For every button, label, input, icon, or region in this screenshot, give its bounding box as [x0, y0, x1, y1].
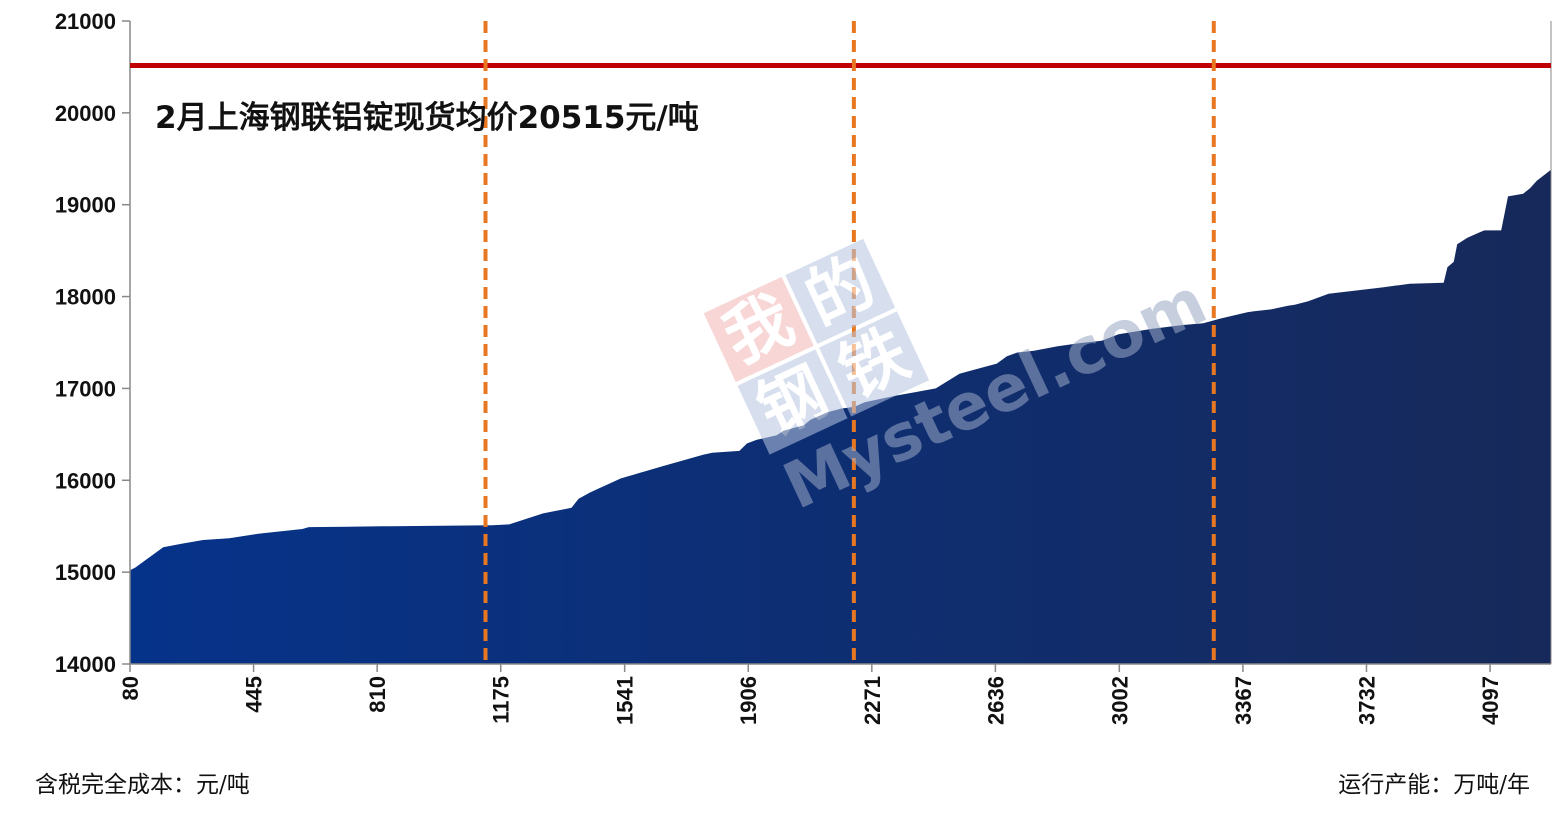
x-tick-label: 4097 [1478, 676, 1503, 725]
y-tick-label: 19000 [55, 193, 116, 218]
y-tick-label: 15000 [55, 560, 116, 585]
x-tick-labels: 80 445 810 1175 1541 1906 2271 2636 3002 3367 3732… [118, 676, 1503, 725]
vertical-markers [483, 21, 1216, 664]
axes [122, 20, 1552, 672]
y-tick-label: 21000 [55, 9, 116, 34]
y-tick-label: 20000 [55, 101, 116, 126]
y-axis-title: 含税完全成本：元/吨 [35, 772, 250, 798]
x-tick-label: 1541 [613, 676, 638, 725]
x-tick-label: 3732 [1355, 676, 1380, 725]
y-tick-label: 14000 [55, 652, 116, 677]
x-tick-label: 80 [118, 676, 143, 700]
x-tick-label: 2636 [983, 676, 1008, 725]
y-tick-labels: 14000 15000 16000 17000 18000 19000 20000 21000 [55, 9, 116, 677]
x-tick-label: 1906 [736, 676, 761, 725]
x-tick-label: 445 [242, 676, 267, 713]
y-tick-label: 16000 [55, 468, 116, 493]
avg-price-annotation: 2月上海钢联铝锭现货均价20515元/吨 [155, 100, 699, 136]
x-tick-label: 3002 [1107, 676, 1132, 725]
y-tick-label: 17000 [55, 376, 116, 401]
x-axis-title: 运行产能：万吨/年 [1338, 772, 1530, 798]
x-tick-label: 3367 [1231, 676, 1256, 725]
y-tick-label: 18000 [55, 285, 116, 310]
x-tick-label: 2271 [860, 676, 885, 725]
x-tick-label: 810 [365, 676, 390, 713]
x-tick-label: 1175 [489, 676, 514, 724]
